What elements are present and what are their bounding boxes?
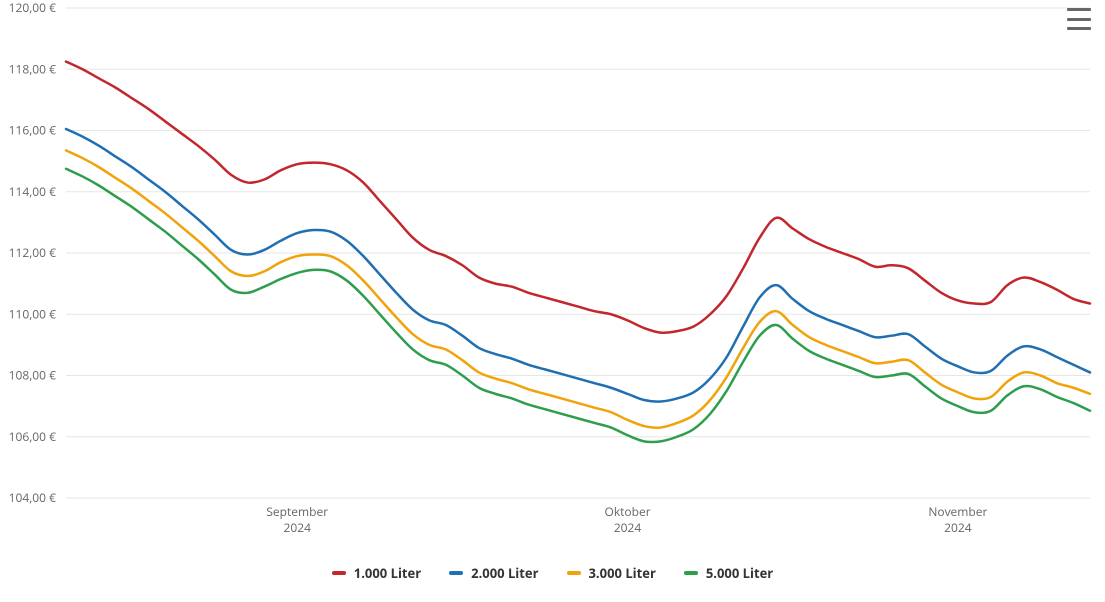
legend-item[interactable]: 2.000 Liter (449, 564, 538, 582)
legend-swatch (684, 571, 698, 575)
x-axis-month-label: November (928, 503, 987, 520)
series-line[interactable] (66, 62, 1090, 333)
y-axis-tick-label: 118,00 € (9, 60, 57, 77)
x-axis-year-label: 2024 (614, 519, 642, 536)
y-axis-tick-label: 120,00 € (9, 0, 57, 16)
y-axis-tick-label: 112,00 € (9, 244, 57, 261)
y-axis-tick-label: 116,00 € (9, 122, 57, 139)
y-axis-tick-label: 110,00 € (9, 305, 57, 322)
legend-swatch (332, 571, 346, 575)
x-axis-month-label: September (266, 503, 328, 520)
legend-item[interactable]: 5.000 Liter (684, 564, 773, 582)
legend-swatch (567, 571, 581, 575)
chart-legend: 1.000 Liter 2.000 Liter 3.000 Liter 5.000 L… (0, 561, 1105, 582)
legend-label: 2.000 Liter (471, 564, 538, 582)
price-chart: 104,00 € 106,00 € 108,00 € 110,00 € 112,00 €… (0, 0, 1105, 602)
series-line[interactable] (66, 129, 1090, 402)
x-axis-month-label: Oktober (604, 503, 650, 520)
y-axis-tick-label: 106,00 € (9, 428, 57, 445)
legend-label: 5.000 Liter (706, 564, 773, 582)
chart-menu-button[interactable] (1067, 6, 1091, 32)
x-axis-year-label: 2024 (944, 519, 972, 536)
legend-swatch (449, 571, 463, 575)
legend-label: 3.000 Liter (589, 564, 656, 582)
legend-item[interactable]: 1.000 Liter (332, 564, 421, 582)
chart-canvas: 104,00 € 106,00 € 108,00 € 110,00 € 112,00 €… (0, 0, 1105, 602)
y-axis-tick-label: 114,00 € (9, 183, 57, 200)
x-axis-year-label: 2024 (283, 519, 311, 536)
legend-item[interactable]: 3.000 Liter (567, 564, 656, 582)
y-axis-tick-label: 108,00 € (9, 367, 57, 384)
y-axis-tick-label: 104,00 € (9, 489, 57, 506)
legend-label: 1.000 Liter (354, 564, 421, 582)
